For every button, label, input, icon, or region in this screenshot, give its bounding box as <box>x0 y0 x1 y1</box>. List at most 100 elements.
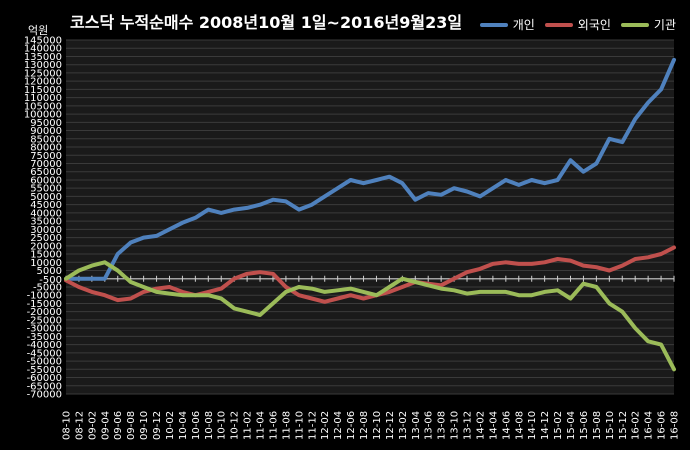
series-point-0 <box>608 137 611 140</box>
series-line-2 <box>64 260 676 372</box>
series-point-2 <box>478 290 481 293</box>
series-point-2 <box>129 281 132 284</box>
series-point-2 <box>401 277 404 280</box>
series-point-0 <box>233 208 236 211</box>
series-point-1 <box>362 297 365 300</box>
y-tick-label: 75000 <box>30 151 62 162</box>
series-point-0 <box>440 193 443 196</box>
series-point-2 <box>233 307 236 310</box>
series-point-2 <box>271 302 274 305</box>
x-tick-label: 14-06 <box>501 411 512 440</box>
legend-item-individual: 개인 <box>479 16 535 33</box>
chart-title: 코스닥 누적순매수 2008년10월 1일~2016년9월23일 <box>70 13 463 32</box>
x-tick-label: 16-02 <box>631 411 642 440</box>
series-point-2 <box>453 289 456 292</box>
y-tick-label: 20000 <box>30 241 62 252</box>
legend-label-individual: 개인 <box>512 18 535 32</box>
series-point-0 <box>569 159 572 162</box>
series-point-2 <box>582 282 585 285</box>
series-point-2 <box>362 290 365 293</box>
series-point-0 <box>634 118 637 121</box>
series-point-2 <box>647 340 650 343</box>
series-point-0 <box>129 241 132 244</box>
series-point-0 <box>90 277 93 280</box>
series-point-1 <box>388 290 391 293</box>
series-point-1 <box>504 261 507 264</box>
series-point-0 <box>116 253 119 256</box>
series-point-0 <box>543 182 546 185</box>
x-tick-label: 08-10 <box>62 411 73 440</box>
y-tick-label: 125000 <box>24 68 62 79</box>
y-tick-label: 10000 <box>30 258 62 269</box>
series-point-1 <box>595 266 598 269</box>
series-point-1 <box>207 290 210 293</box>
series-point-0 <box>504 178 507 181</box>
x-tick-label: 15-12 <box>618 411 629 440</box>
y-tick-label: -20000 <box>27 307 62 318</box>
y-tick-label: 40000 <box>30 208 62 219</box>
series-point-0 <box>530 178 533 181</box>
x-tick-label: 13-02 <box>398 411 409 440</box>
series-point-1 <box>530 262 533 265</box>
y-tick-label: 60000 <box>30 175 62 186</box>
y-tick-label: -45000 <box>27 348 62 359</box>
x-tick-label: 08-12 <box>74 411 85 440</box>
series-point-0 <box>517 183 520 186</box>
y-tick-label: 145000 <box>24 36 62 47</box>
series-point-2 <box>595 285 598 288</box>
series-point-0 <box>453 187 456 190</box>
series-point-2 <box>297 285 300 288</box>
series-point-1 <box>336 297 339 300</box>
series-point-2 <box>259 313 262 316</box>
x-tick-label: 09-08 <box>126 411 137 440</box>
x-tick-label: 12-08 <box>359 411 370 440</box>
series-point-0 <box>375 178 378 181</box>
x-tick-label: 15-02 <box>553 411 564 440</box>
y-tick-label: -15000 <box>27 299 62 310</box>
series-point-1 <box>582 264 585 267</box>
y-tick-label: 135000 <box>24 52 62 63</box>
series-point-1 <box>673 246 675 249</box>
y-tick-label: -65000 <box>27 381 62 392</box>
x-tick-label: 09-12 <box>152 411 163 440</box>
series-point-2 <box>103 261 106 264</box>
series-point-2 <box>336 289 339 292</box>
series-point-0 <box>323 195 326 198</box>
x-tick-label: 11-12 <box>307 411 318 440</box>
y-tick-label: 90000 <box>30 126 62 137</box>
legend-item-institution: 기관 <box>620 16 676 33</box>
y-tick-label: -50000 <box>27 357 62 368</box>
legend-item-foreign: 외국인 <box>544 16 611 33</box>
x-tick-label: 13-08 <box>437 411 448 440</box>
x-tick-label: 13-04 <box>411 411 422 440</box>
series-point-2 <box>349 287 352 290</box>
series-point-2 <box>284 290 287 293</box>
y-tick-label: -60000 <box>27 373 62 384</box>
legend: 개인 외국인 기관 <box>479 16 676 33</box>
series-point-2 <box>65 277 67 280</box>
series-point-0 <box>478 195 481 198</box>
x-tick-label: 14-04 <box>488 411 499 440</box>
series-point-1 <box>271 272 274 275</box>
y-tick-label: -5000 <box>33 282 62 293</box>
series-point-1 <box>349 294 352 297</box>
series-point-1 <box>220 287 223 290</box>
series-point-2 <box>517 294 520 297</box>
series-point-1 <box>116 299 119 302</box>
series-point-2 <box>491 290 494 293</box>
y-tick-label: 105000 <box>24 101 62 112</box>
y-tick-label: -35000 <box>27 332 62 343</box>
series-point-2 <box>530 294 533 297</box>
series-point-2 <box>569 297 572 300</box>
y-tick-label: 115000 <box>24 85 62 96</box>
x-tick-label: 11-08 <box>281 411 292 440</box>
series-point-1 <box>660 253 663 256</box>
x-tick-label: 11-02 <box>243 411 254 440</box>
series-point-1 <box>466 271 469 274</box>
series-point-2 <box>621 310 624 313</box>
series-point-0 <box>284 200 287 203</box>
y-tick-label: 65000 <box>30 167 62 178</box>
x-tick-label: 12-12 <box>385 411 396 440</box>
series-point-2 <box>168 292 171 295</box>
x-tick-label: 15-08 <box>592 411 603 440</box>
